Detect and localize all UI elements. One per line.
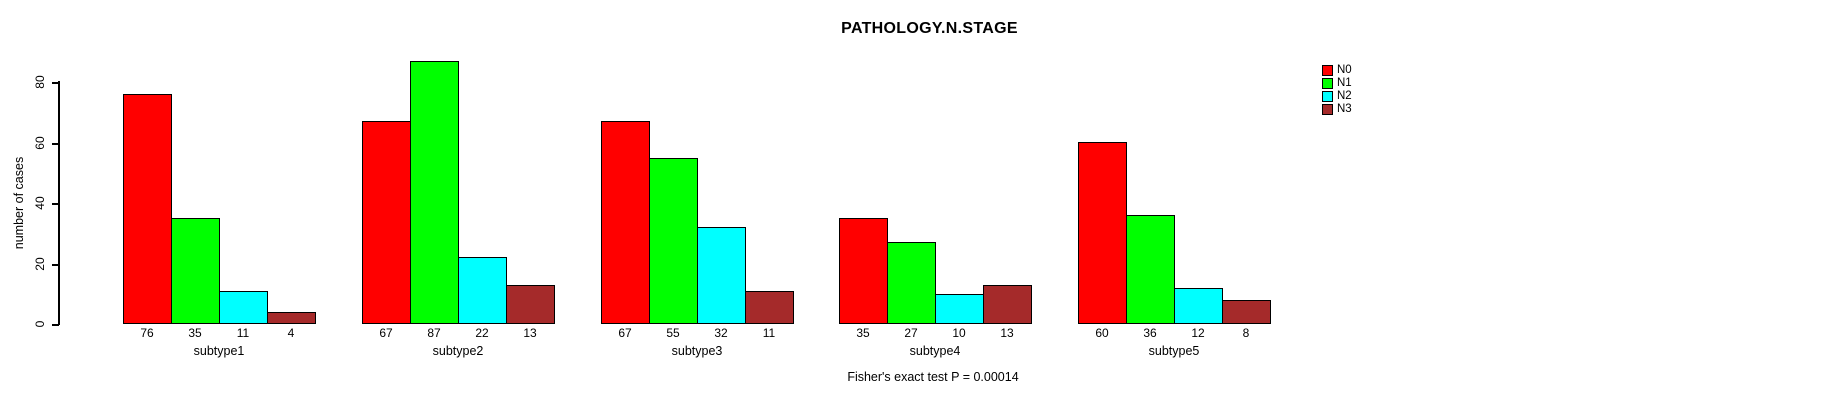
bar-value-label: 76 bbox=[140, 326, 154, 340]
bar-value-label: 32 bbox=[714, 326, 728, 340]
bar-N3-subtype3 bbox=[745, 291, 794, 324]
bar-value-label: 27 bbox=[904, 326, 918, 340]
bar-value-label: 36 bbox=[1143, 326, 1157, 340]
category-label-subtype1: subtype1 bbox=[193, 344, 245, 358]
bar-N1-subtype5 bbox=[1126, 215, 1175, 324]
bar-value-label: 13 bbox=[523, 326, 537, 340]
bar-N3-subtype4 bbox=[983, 285, 1032, 324]
legend-item-N2: N2 bbox=[1322, 90, 1352, 102]
bar-N3-subtype5 bbox=[1222, 300, 1271, 324]
legend-swatch-N1 bbox=[1322, 78, 1333, 89]
bar-N3-subtype1 bbox=[267, 312, 316, 324]
legend-item-N3: N3 bbox=[1322, 103, 1352, 115]
y-tick-label: 0 bbox=[33, 320, 47, 328]
bar-N2-subtype5 bbox=[1174, 288, 1223, 324]
bar-value-label: 8 bbox=[1242, 326, 1250, 340]
legend-swatch-N2 bbox=[1322, 91, 1333, 102]
bar-value-label: 67 bbox=[618, 326, 632, 340]
bar-value-label: 12 bbox=[1191, 326, 1205, 340]
fisher-test-annotation: Fisher's exact test P = 0.00014 bbox=[847, 370, 1019, 384]
y-tick bbox=[52, 143, 59, 145]
category-label-subtype2: subtype2 bbox=[432, 344, 484, 358]
bar-N1-subtype4 bbox=[887, 242, 936, 324]
bar-value-label: 87 bbox=[427, 326, 441, 340]
y-tick-label: 80 bbox=[33, 75, 47, 89]
bar-N2-subtype3 bbox=[697, 227, 746, 324]
bar-N0-subtype2 bbox=[362, 121, 411, 324]
bar-value-label: 55 bbox=[666, 326, 680, 340]
legend-item-N1: N1 bbox=[1322, 77, 1352, 89]
category-label-subtype3: subtype3 bbox=[671, 344, 723, 358]
bar-N2-subtype1 bbox=[219, 291, 268, 324]
y-tick bbox=[52, 82, 59, 84]
bar-value-label: 60 bbox=[1095, 326, 1109, 340]
bar-value-label: 22 bbox=[475, 326, 489, 340]
bar-value-label: 13 bbox=[1000, 326, 1014, 340]
bar-value-label: 11 bbox=[762, 326, 776, 340]
category-label-subtype5: subtype5 bbox=[1148, 344, 1200, 358]
bar-N1-subtype1 bbox=[171, 218, 220, 324]
y-axis-label: number of cases bbox=[12, 156, 26, 250]
legend-label: N3 bbox=[1337, 103, 1352, 115]
y-tick-label: 60 bbox=[33, 136, 47, 150]
legend-label: N0 bbox=[1337, 64, 1352, 76]
bar-value-label: 35 bbox=[188, 326, 202, 340]
chart-title: PATHOLOGY.N.STAGE bbox=[841, 20, 1018, 37]
y-tick-label: 40 bbox=[33, 196, 47, 210]
bar-N1-subtype2 bbox=[410, 61, 459, 324]
y-tick-label: 20 bbox=[33, 257, 47, 271]
legend-label: N1 bbox=[1337, 77, 1352, 89]
y-tick bbox=[52, 264, 59, 266]
bar-N0-subtype1 bbox=[123, 94, 172, 324]
legend-label: N2 bbox=[1337, 90, 1352, 102]
bar-value-label: 35 bbox=[856, 326, 870, 340]
bar-value-label: 10 bbox=[952, 326, 966, 340]
legend-swatch-N0 bbox=[1322, 65, 1333, 76]
bar-N0-subtype5 bbox=[1078, 142, 1127, 324]
bar-N2-subtype4 bbox=[935, 294, 984, 324]
bar-value-label: 4 bbox=[287, 326, 295, 340]
bar-value-label: 11 bbox=[236, 326, 250, 340]
legend-swatch-N3 bbox=[1322, 104, 1333, 115]
legend-item-N0: N0 bbox=[1322, 64, 1352, 76]
y-tick bbox=[52, 324, 59, 326]
bar-N2-subtype2 bbox=[458, 257, 507, 324]
bar-N1-subtype3 bbox=[649, 158, 698, 324]
bar-N0-subtype4 bbox=[839, 218, 888, 324]
legend: N0 N1 N2 N3 bbox=[1322, 64, 1352, 115]
bar-value-label: 67 bbox=[379, 326, 393, 340]
category-label-subtype4: subtype4 bbox=[909, 344, 961, 358]
bar-N0-subtype3 bbox=[601, 121, 650, 324]
y-tick bbox=[52, 203, 59, 205]
bar-N3-subtype2 bbox=[506, 285, 555, 324]
